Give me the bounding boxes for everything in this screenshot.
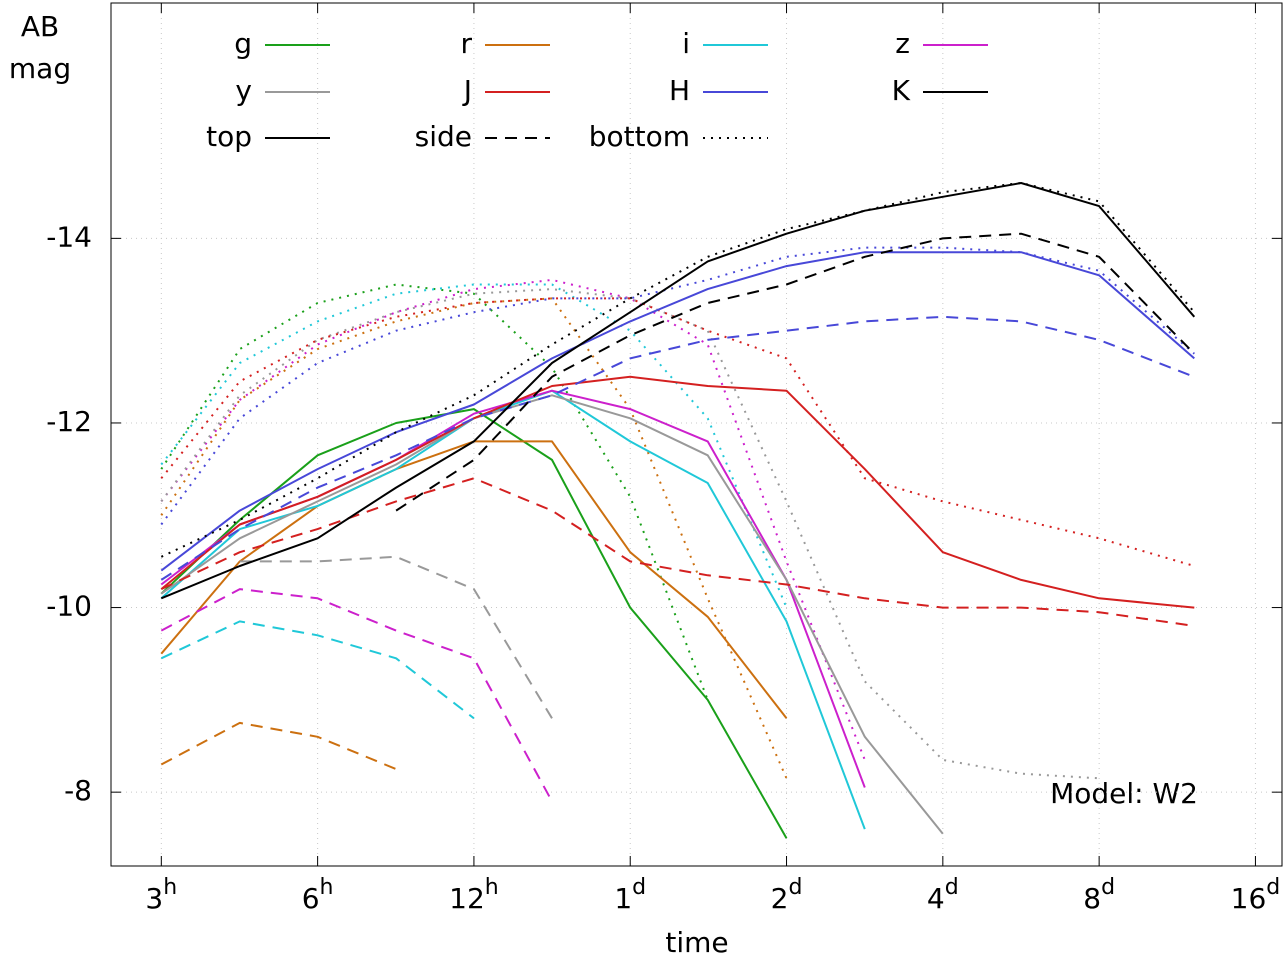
y-axis-label: mag bbox=[9, 52, 71, 85]
x-tick-number: 12 bbox=[449, 882, 485, 915]
series-line bbox=[160, 477, 1195, 627]
series-line bbox=[160, 251, 1195, 572]
series-line bbox=[160, 375, 1195, 609]
annotation: Model: W2 bbox=[1050, 777, 1198, 810]
series-line bbox=[160, 297, 788, 779]
legend-label: bottom bbox=[589, 120, 690, 153]
x-tick-label: 2d bbox=[771, 875, 803, 915]
x-tick-number: 6 bbox=[302, 882, 320, 915]
legend-label: top bbox=[206, 120, 252, 153]
x-tick-unit: d bbox=[788, 875, 802, 900]
series-line bbox=[160, 620, 475, 720]
x-tick-label: 4d bbox=[927, 875, 959, 915]
plot-frame bbox=[110, 2, 1283, 867]
series-line bbox=[160, 389, 866, 788]
series-line bbox=[160, 278, 866, 761]
series-line bbox=[160, 315, 1195, 581]
legend-label: J bbox=[462, 74, 472, 107]
series-line bbox=[160, 389, 866, 830]
x-tick-unit: h bbox=[320, 875, 334, 900]
series-line bbox=[160, 394, 944, 835]
legend-label: side bbox=[415, 120, 472, 153]
series-line bbox=[160, 182, 1196, 600]
x-axis-label: time bbox=[665, 926, 728, 959]
legend-label: z bbox=[895, 27, 910, 60]
x-tick-unit: d bbox=[945, 875, 959, 900]
x-tick-unit: d bbox=[632, 875, 646, 900]
x-tick-number: 8 bbox=[1083, 882, 1101, 915]
legend-label: H bbox=[669, 74, 690, 107]
x-tick-unit: d bbox=[1101, 875, 1115, 900]
x-tick-label: 8d bbox=[1083, 875, 1115, 915]
series-line bbox=[160, 283, 788, 608]
x-tick-number: 3 bbox=[145, 882, 163, 915]
x-tick-unit: h bbox=[485, 875, 499, 900]
y-tick-label: -10 bbox=[46, 590, 92, 623]
x-tick-label: 16d bbox=[1231, 875, 1281, 915]
series-line bbox=[160, 721, 397, 771]
x-tick-label: 3h bbox=[145, 875, 177, 915]
series-line bbox=[160, 588, 553, 802]
legend-label: y bbox=[235, 74, 252, 107]
x-tick-number: 2 bbox=[771, 882, 789, 915]
x-tick-number: 1 bbox=[614, 882, 632, 915]
series-line bbox=[160, 440, 788, 719]
x-tick-number: 16 bbox=[1231, 882, 1267, 915]
y-tick-label: -8 bbox=[64, 774, 92, 807]
y-axis-label: AB bbox=[21, 10, 59, 43]
series-line bbox=[160, 246, 1195, 526]
x-tick-label: 12h bbox=[449, 875, 499, 915]
y-tick-label: -14 bbox=[46, 220, 92, 253]
series-line bbox=[160, 283, 709, 701]
series-line bbox=[239, 555, 553, 719]
x-tick-label: 1d bbox=[614, 875, 646, 915]
legend-label: r bbox=[460, 27, 472, 60]
series-line bbox=[395, 232, 1196, 512]
x-tick-number: 4 bbox=[927, 882, 945, 915]
x-tick-unit: d bbox=[1266, 875, 1280, 900]
series-line bbox=[160, 297, 1195, 567]
series-line bbox=[160, 408, 788, 839]
x-tick-label: 6h bbox=[302, 875, 334, 915]
legend-label: i bbox=[682, 27, 690, 60]
lines bbox=[160, 182, 1196, 839]
x-tick-unit: h bbox=[163, 875, 177, 900]
legend-label: K bbox=[892, 74, 911, 107]
legend-label: g bbox=[234, 27, 252, 60]
y-tick-label: -12 bbox=[46, 405, 92, 438]
